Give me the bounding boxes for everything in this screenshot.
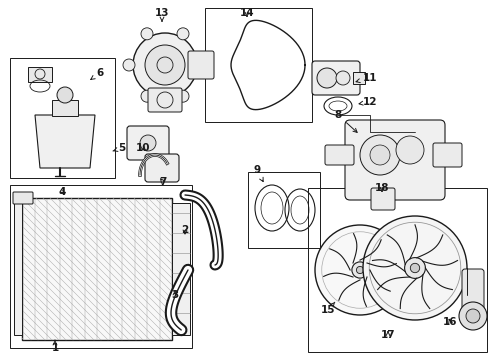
- FancyBboxPatch shape: [127, 126, 169, 160]
- Bar: [10, 58, 115, 178]
- Text: 2: 2: [181, 225, 189, 235]
- Circle shape: [177, 28, 189, 40]
- Circle shape: [133, 33, 197, 97]
- Circle shape: [466, 309, 480, 323]
- FancyBboxPatch shape: [312, 61, 360, 95]
- FancyBboxPatch shape: [13, 192, 33, 204]
- FancyBboxPatch shape: [188, 51, 214, 79]
- Text: 1: 1: [51, 340, 59, 353]
- Circle shape: [177, 90, 189, 102]
- Circle shape: [317, 68, 337, 88]
- Bar: [10, 185, 192, 348]
- FancyBboxPatch shape: [462, 269, 484, 315]
- Bar: [22, 198, 172, 340]
- Text: 5: 5: [113, 143, 125, 153]
- Circle shape: [141, 28, 153, 40]
- FancyBboxPatch shape: [345, 120, 445, 200]
- Circle shape: [410, 263, 419, 273]
- Bar: [52, 100, 78, 116]
- Circle shape: [396, 136, 424, 164]
- Circle shape: [459, 302, 487, 330]
- Circle shape: [140, 135, 156, 151]
- Text: 7: 7: [159, 177, 167, 187]
- Circle shape: [363, 216, 467, 320]
- Circle shape: [195, 59, 207, 71]
- Bar: [28, 67, 52, 82]
- Text: 3: 3: [172, 290, 179, 300]
- Text: 16: 16: [443, 317, 457, 327]
- Circle shape: [370, 145, 390, 165]
- Circle shape: [356, 266, 364, 274]
- Bar: [308, 188, 487, 352]
- Circle shape: [315, 225, 405, 315]
- Text: 14: 14: [240, 8, 254, 18]
- Text: 4: 4: [58, 187, 66, 197]
- Circle shape: [145, 45, 185, 85]
- Text: 10: 10: [136, 143, 150, 153]
- Text: 8: 8: [334, 110, 357, 132]
- Bar: [172, 203, 190, 335]
- Bar: [14, 203, 22, 335]
- Text: 17: 17: [381, 330, 395, 340]
- FancyBboxPatch shape: [145, 154, 179, 182]
- Polygon shape: [35, 115, 95, 168]
- FancyBboxPatch shape: [371, 188, 395, 210]
- Text: 11: 11: [356, 73, 377, 83]
- Bar: [205, 8, 312, 122]
- Circle shape: [352, 262, 368, 278]
- Bar: [353, 72, 365, 84]
- FancyBboxPatch shape: [148, 88, 182, 112]
- Circle shape: [336, 71, 350, 85]
- Text: 13: 13: [155, 8, 169, 21]
- Text: 12: 12: [359, 97, 377, 107]
- Text: 6: 6: [91, 68, 103, 80]
- Circle shape: [123, 59, 135, 71]
- Circle shape: [405, 258, 425, 278]
- FancyBboxPatch shape: [325, 145, 354, 165]
- Circle shape: [57, 87, 73, 103]
- Circle shape: [360, 135, 400, 175]
- Circle shape: [141, 90, 153, 102]
- Text: 9: 9: [253, 165, 263, 181]
- Bar: [248, 172, 320, 248]
- FancyBboxPatch shape: [433, 143, 462, 167]
- Text: 15: 15: [321, 302, 335, 315]
- Text: 18: 18: [375, 183, 389, 193]
